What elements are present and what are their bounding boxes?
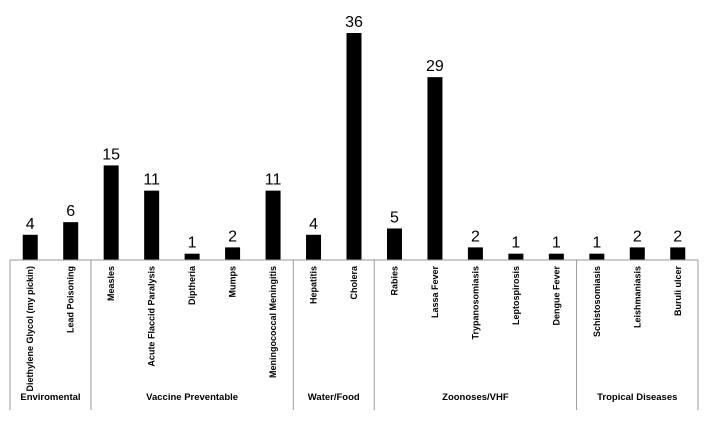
bar	[144, 190, 160, 260]
labels-layer: 4 Diethylene Glycol (my pickin) 6 Lead Pois…	[20, 14, 682, 403]
bar	[306, 234, 322, 260]
bar	[427, 77, 443, 260]
bar	[225, 247, 241, 260]
tick-label: Hepatitis	[309, 266, 319, 304]
tick-label: Leptospirosis	[511, 266, 521, 325]
bar	[346, 33, 362, 260]
data-label: 4	[26, 216, 35, 233]
data-label: 11	[265, 172, 282, 189]
data-label: 2	[633, 228, 642, 245]
tick-label: Cholera	[349, 265, 359, 300]
tick-label: Rabies	[389, 266, 399, 296]
bar	[629, 247, 645, 260]
data-label: 1	[552, 235, 561, 252]
group-label: Vaccine Preventable	[146, 392, 238, 403]
data-label: 11	[143, 172, 160, 189]
bar	[103, 165, 119, 260]
group-label: Tropical Diseases	[597, 392, 677, 403]
tick-label: Acute Flaccid Paralysis	[147, 266, 157, 367]
tick-label: Lead Poisoning	[66, 266, 76, 333]
data-label: 1	[592, 235, 601, 252]
bar	[22, 234, 38, 260]
data-label: 2	[471, 228, 480, 245]
data-label: 1	[188, 235, 197, 252]
bar	[508, 253, 524, 260]
bars-layer	[22, 33, 686, 260]
tick-label: Buruli ulcer	[673, 266, 683, 317]
data-label: 2	[673, 228, 682, 245]
group-label: Water/Food	[308, 392, 360, 403]
data-label: 2	[228, 228, 237, 245]
data-label: 36	[345, 14, 363, 31]
tick-label: Mumps	[228, 266, 238, 298]
tick-label: Lassa Fever	[430, 266, 440, 319]
tick-label: Schistosomiasis	[592, 266, 602, 337]
data-label: 6	[66, 203, 75, 220]
data-label: 15	[102, 146, 120, 163]
group-label: Enviromental	[20, 392, 80, 403]
bar	[548, 253, 564, 260]
tick-label: Trypanosomiasis	[470, 266, 480, 340]
tick-label: Diethylene Glycol (my pickin)	[25, 266, 35, 392]
bar	[589, 253, 605, 260]
data-label: 1	[511, 235, 520, 252]
bar	[265, 190, 281, 260]
data-label: 29	[426, 58, 444, 75]
data-label: 5	[390, 209, 399, 226]
tick-label: Dengue Fever	[551, 266, 561, 326]
bar	[467, 247, 483, 260]
tick-label: Measles	[106, 266, 116, 301]
bar	[63, 222, 79, 260]
data-label: 4	[309, 216, 318, 233]
bar	[386, 228, 402, 260]
tick-label: Meningococcal Meningitis	[268, 266, 278, 378]
group-label: Zoonoses/VHF	[442, 392, 509, 403]
bar	[670, 247, 686, 260]
tick-label: Diptheria	[187, 265, 197, 305]
bar	[184, 253, 200, 260]
tick-label: Leishmaniasis	[632, 266, 642, 328]
category-axis	[9, 259, 699, 410]
